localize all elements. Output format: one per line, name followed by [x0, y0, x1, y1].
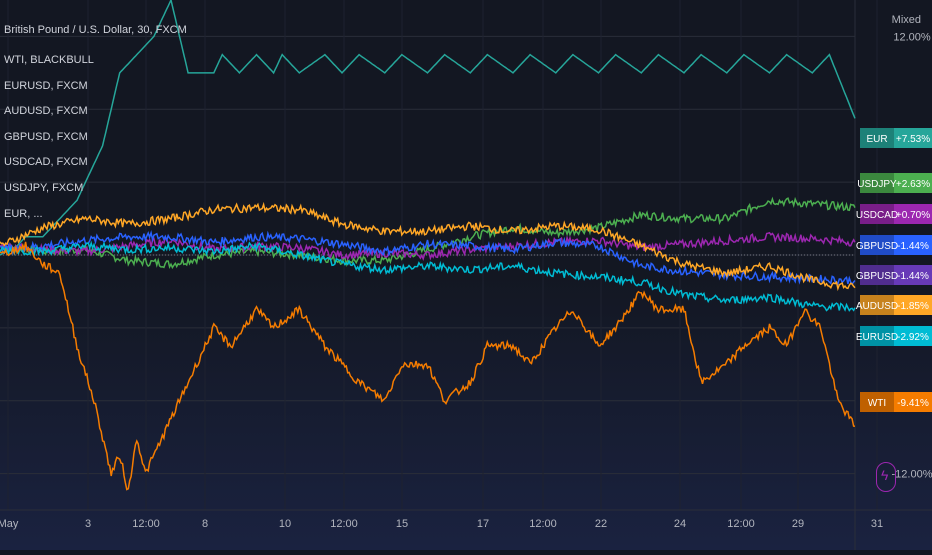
price-badge-value: +7.53% [896, 134, 930, 145]
legend-item[interactable]: AUDUSD, FXCM [4, 105, 88, 118]
price-badge-symbol-bg [860, 235, 894, 255]
series-line-eur[interactable] [0, 0, 856, 256]
y-tick-label: 12.00% [893, 31, 931, 43]
x-tick-label: 31 [871, 518, 883, 530]
x-tick-label: 15 [396, 518, 408, 530]
price-badge-symbol: EUR [866, 134, 887, 145]
x-tick-label: May [0, 518, 19, 530]
legend-item[interactable]: EURUSD, FXCM [4, 79, 88, 92]
legend-item[interactable]: USDCAD, FXCM [4, 156, 88, 169]
price-badge-eurusd[interactable]: EURUSD -2.92% [856, 326, 932, 346]
price-badge-value: -2.92% [897, 332, 929, 343]
price-badge-bg [860, 235, 932, 255]
price-badge-symbol: GBPUSD [856, 271, 898, 282]
price-badge-value: +2.63% [896, 179, 930, 190]
price-badge-symbol: USDJPY [857, 179, 897, 190]
y-tick-label: -12.00% [892, 469, 932, 481]
price-badge-bg [860, 204, 932, 224]
price-badge-symbol-bg [860, 173, 894, 193]
x-tick-label: 10 [279, 518, 291, 530]
price-badge-symbol-bg [860, 128, 894, 148]
price-badge-wti[interactable]: WTI -9.41% [860, 392, 932, 412]
price-badge-symbol-bg [860, 204, 894, 224]
price-badge-symbol: EURUSD [856, 332, 898, 343]
x-tick-label: 12:00 [330, 518, 358, 530]
price-badge-gbpusd[interactable]: GBPUSD -1.44% [856, 235, 932, 255]
price-badge-symbol-bg [860, 392, 894, 412]
price-badge-audusd[interactable]: AUDUSD -1.85% [856, 295, 932, 315]
price-badge-value: +0.70% [896, 210, 930, 221]
price-scale-mode[interactable]: Mixed [891, 14, 921, 26]
price-badge-bg [860, 128, 932, 148]
x-tick-label: 12:00 [529, 518, 557, 530]
series-line-wti[interactable] [0, 241, 856, 491]
price-badge-symbol: USDCAD [856, 210, 898, 221]
price-badge-symbol: GBPUSD [856, 241, 898, 252]
price-badge-symbol-bg [860, 326, 894, 346]
price-badge-value: -1.44% [897, 271, 929, 282]
x-tick-label: 22 [595, 518, 607, 530]
price-badge-gbpusd[interactable]: GBPUSD -1.44% [856, 265, 932, 285]
x-tick-label: 24 [674, 518, 686, 530]
price-badge-value: -9.41% [897, 398, 929, 409]
price-badge-value: -1.44% [897, 241, 929, 252]
legend-item[interactable]: EUR, ... [4, 207, 43, 220]
price-badge-symbol: AUDUSD [856, 301, 898, 312]
series-line-usdcad[interactable] [0, 231, 856, 262]
legend-title[interactable]: British Pound / U.S. Dollar, 30, FXCM [4, 24, 187, 36]
x-tick-label: 12:00 [132, 518, 160, 530]
price-badge-symbol: WTI [868, 398, 886, 409]
x-tick-label: 8 [202, 518, 208, 530]
price-badge-eur[interactable]: EUR +7.53% [860, 128, 932, 148]
series-line-eurusd[interactable] [0, 240, 856, 312]
series-line-usdjpy[interactable] [0, 196, 856, 270]
x-tick-label: 29 [792, 518, 804, 530]
price-badge-usdcad[interactable]: USDCAD+0.70% [856, 204, 932, 224]
series-line-audusd[interactable] [0, 201, 856, 292]
price-badge-symbol-bg [860, 265, 894, 285]
price-badge-bg [860, 326, 932, 346]
price-badge-bg [860, 295, 932, 315]
price-badge-usdjpy[interactable]: USDJPY +2.63% [857, 173, 932, 193]
x-tick-label: 3 [85, 518, 91, 530]
legend-item[interactable]: GBPUSD, FXCM [4, 130, 88, 143]
price-badge-bg [860, 173, 932, 193]
price-badge-bg [860, 392, 932, 412]
lightning-icon[interactable]: ϟ [876, 462, 896, 492]
price-badge-symbol-bg [860, 295, 894, 315]
x-tick-label: 17 [477, 518, 489, 530]
legend-item[interactable]: USDJPY, FXCM [4, 182, 84, 194]
x-tick-label: 12:00 [727, 518, 755, 530]
price-badge-bg [860, 265, 932, 285]
legend-item[interactable]: WTI, BLACKBULL [4, 54, 94, 66]
price-badge-value: -1.85% [897, 301, 929, 312]
